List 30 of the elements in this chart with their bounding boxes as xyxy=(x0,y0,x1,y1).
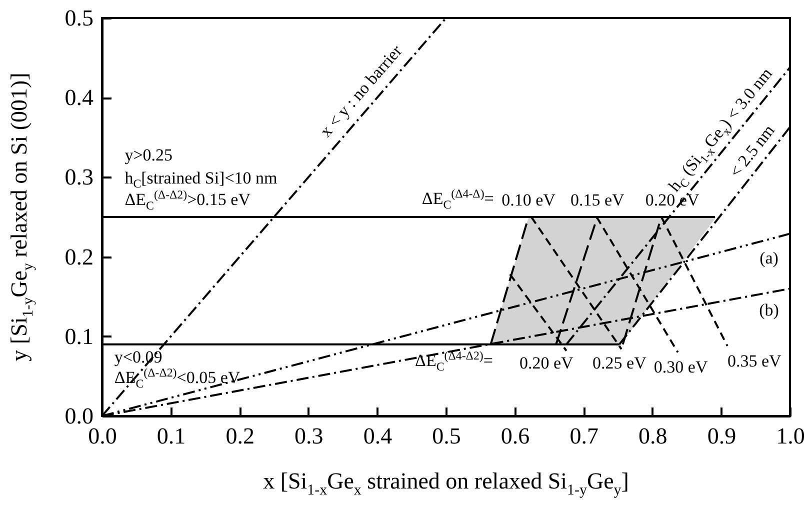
x-tick-label: 0.1 xyxy=(156,424,186,448)
annotation: ΔE$_{C}$$^{(Δ-Δ2)}$>0.15 eV xyxy=(124,188,251,213)
x-tick-label: 0.5 xyxy=(432,424,461,448)
series-label: 0.15 eV xyxy=(570,190,624,210)
series-label: (b) xyxy=(759,300,779,320)
y-tick-label: 0.5 xyxy=(64,6,94,30)
annotation: ΔE$_{C}$$^{(Δ4-Δ)}$= xyxy=(422,186,494,212)
series-label: 0.30 eV xyxy=(654,358,708,377)
y-tick-label: 0.1 xyxy=(64,324,94,349)
x-tick-label: 1.0 xyxy=(776,424,805,448)
y-tick-label: 0.2 xyxy=(64,244,94,270)
series-label: 0.10 eV xyxy=(502,190,556,210)
x-tick-label: 0.6 xyxy=(500,424,530,448)
y-tick-label: 0.3 xyxy=(64,164,94,190)
series-label: 0.35 eV xyxy=(727,351,782,370)
series-label: 0.25 eV xyxy=(592,354,646,373)
x-tick-label: 0.7 xyxy=(570,424,598,448)
x-tick-label: 0.2 xyxy=(226,424,254,448)
series-label: (a) xyxy=(760,248,778,268)
text: x [Si$_{1-x}$Ge$_{x}$ strained on relaxed Si$_{1-y}$Ge$_{y}$] xyxy=(263,468,629,498)
annotation: y<0.09 xyxy=(114,347,162,366)
annotation: h$_{C}$[strained Si]<10 nm xyxy=(124,168,278,190)
annotation: ΔE$_{C}$$^{(Δ-Δ2)}$<0.05 eV xyxy=(114,365,240,390)
x-tick-label: 0.8 xyxy=(638,424,668,448)
x-tick-label: 0.9 xyxy=(707,424,736,448)
annotation: y>0.25 xyxy=(124,145,173,164)
x-tick-label: 0.4 xyxy=(363,424,393,448)
y-tick-label: 0.4 xyxy=(64,85,94,110)
x-tick-label: 0.3 xyxy=(294,424,324,448)
series-label: 0.20 eV xyxy=(519,353,574,372)
